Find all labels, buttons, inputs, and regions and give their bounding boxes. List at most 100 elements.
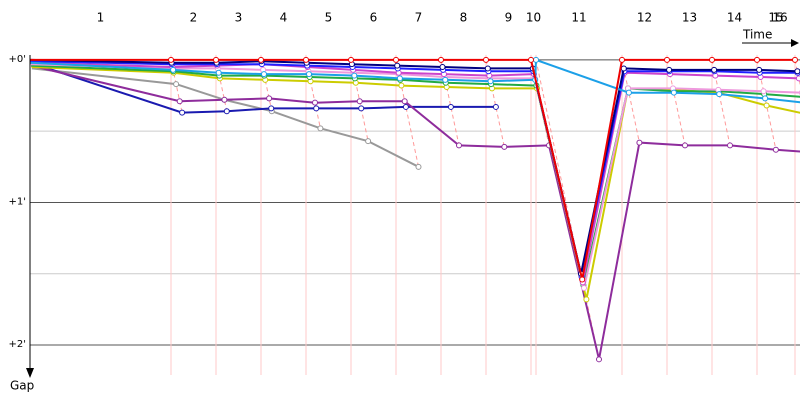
lap-label: 9 xyxy=(505,11,513,25)
lap-label: 4 xyxy=(280,11,288,25)
data-point xyxy=(258,56,264,63)
series-line xyxy=(30,58,795,280)
data-point xyxy=(168,56,174,63)
data-point xyxy=(636,139,643,146)
y-tick-label: +0' xyxy=(9,54,27,65)
lap-label: 5 xyxy=(325,11,333,25)
lap-label: 7 xyxy=(415,11,423,25)
data-point xyxy=(213,56,219,63)
data-point xyxy=(795,75,800,82)
y-axis-label: Gap xyxy=(10,379,34,393)
data-point xyxy=(438,56,444,63)
data-point xyxy=(356,98,363,105)
series-line xyxy=(30,58,800,104)
data-point xyxy=(756,66,763,73)
data-point xyxy=(415,163,422,170)
data-point xyxy=(313,105,320,112)
data-point xyxy=(394,62,401,69)
lap-gap-line xyxy=(535,59,600,360)
data-point xyxy=(528,56,534,63)
data-point xyxy=(303,56,309,63)
data-point xyxy=(487,78,494,85)
data-point xyxy=(709,56,715,63)
y-tick-label: +1' xyxy=(9,196,27,207)
data-point xyxy=(620,65,627,72)
data-point xyxy=(501,143,508,150)
data-point xyxy=(393,56,399,63)
lap-label: 3 xyxy=(235,11,243,25)
data-point xyxy=(727,142,733,149)
data-point xyxy=(312,99,318,106)
data-point xyxy=(215,69,222,76)
data-point xyxy=(268,105,275,112)
data-point xyxy=(670,89,677,96)
data-point xyxy=(754,56,760,63)
data-point xyxy=(763,102,770,109)
data-point xyxy=(439,64,446,71)
data-point xyxy=(261,71,267,78)
lap-label: 14 xyxy=(727,11,742,25)
data-point xyxy=(581,285,587,292)
x-axis-arrow xyxy=(791,39,799,47)
data-point xyxy=(365,138,372,145)
data-point xyxy=(711,66,718,73)
data-point xyxy=(176,98,183,105)
data-point xyxy=(398,82,405,89)
data-point xyxy=(579,276,586,283)
data-point xyxy=(483,56,489,63)
lap-label: 10 xyxy=(526,11,541,25)
series-line xyxy=(30,61,799,283)
data-point xyxy=(348,56,354,63)
data-point xyxy=(351,72,358,79)
data-point xyxy=(442,76,449,83)
data-point xyxy=(173,81,180,88)
data-point xyxy=(402,103,409,110)
data-point xyxy=(762,95,769,102)
data-point xyxy=(266,95,273,102)
data-point xyxy=(583,296,590,303)
data-point xyxy=(221,96,228,103)
lap-label: 16 xyxy=(772,11,787,25)
lap-label: 1 xyxy=(97,11,105,25)
lap-label: 11 xyxy=(571,11,586,25)
y-axis-arrow xyxy=(26,368,34,378)
data-point xyxy=(682,142,688,149)
data-point xyxy=(223,108,230,115)
series-line xyxy=(30,60,798,277)
data-point xyxy=(772,146,779,153)
plot-area xyxy=(30,56,800,363)
series-line xyxy=(31,64,800,286)
data-point xyxy=(533,56,539,63)
lap-gap-line xyxy=(305,59,321,129)
data-point xyxy=(179,109,186,116)
data-point xyxy=(306,71,312,78)
data-point xyxy=(396,75,403,82)
lap-label: 6 xyxy=(370,11,378,25)
series-line xyxy=(30,64,800,360)
data-point xyxy=(716,91,723,98)
lap-label: 8 xyxy=(460,11,468,25)
data-point xyxy=(358,105,365,112)
data-point xyxy=(170,66,177,73)
lap-gap-line xyxy=(395,59,419,167)
x-axis-label: Time xyxy=(742,28,772,42)
data-point xyxy=(760,88,767,95)
data-point xyxy=(794,68,800,75)
data-point xyxy=(792,56,798,63)
lap-label: 12 xyxy=(637,11,652,25)
lap-label: 15 xyxy=(768,11,783,25)
y-tick-label: +2' xyxy=(9,339,27,350)
data-point xyxy=(625,89,632,96)
series-line xyxy=(30,63,800,289)
data-point xyxy=(664,56,670,63)
data-point xyxy=(596,356,602,363)
data-point xyxy=(317,125,324,132)
data-point xyxy=(619,56,625,63)
data-point xyxy=(484,65,491,72)
series-line xyxy=(30,58,798,275)
data-point xyxy=(492,103,499,110)
data-point xyxy=(666,66,673,73)
lap-label: 13 xyxy=(682,11,697,25)
data-point xyxy=(447,103,454,110)
